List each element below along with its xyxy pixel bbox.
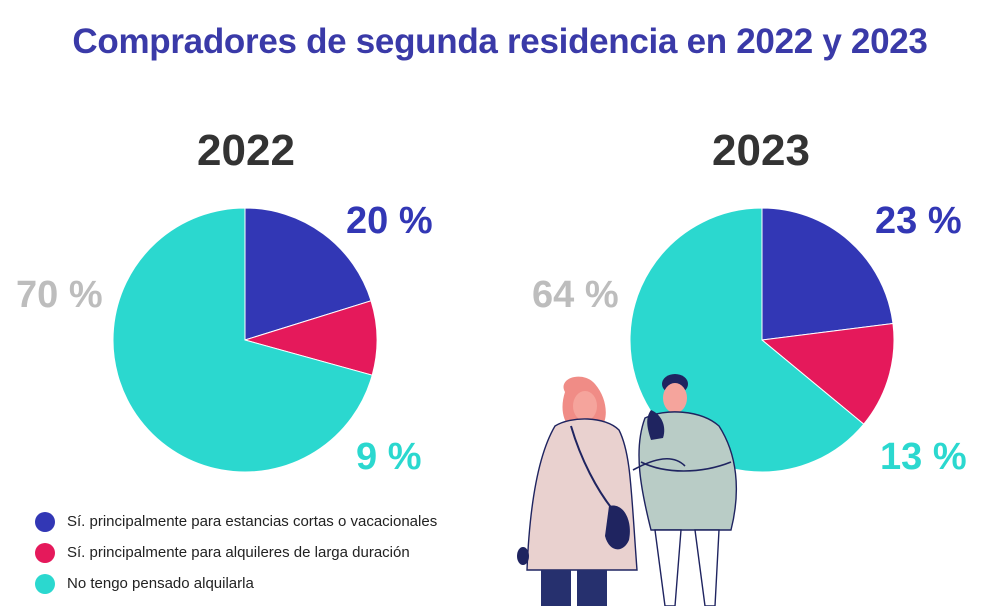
people-illustration bbox=[517, 374, 738, 606]
legend-swatch-long-rental bbox=[35, 542, 55, 563]
pie-slice-2022-no-rent bbox=[112, 207, 373, 473]
legend-swatch-short-stay bbox=[35, 511, 55, 532]
legend-item-long-rental: Sí. principalmente para alquileres de la… bbox=[35, 537, 437, 568]
legend-label-long-rental: Sí. principalmente para alquileres de la… bbox=[67, 544, 410, 561]
legend-label-no-rent: No tengo pensado alquilarla bbox=[67, 575, 254, 592]
pie-chart-2023 bbox=[629, 207, 895, 473]
legend: Sí. principalmente para estancias cortas… bbox=[35, 506, 437, 599]
pct-label-2022-short-stay: 20 % bbox=[346, 200, 433, 242]
legend-swatch-no-rent bbox=[35, 573, 55, 594]
pct-label-2023-short-stay: 23 % bbox=[875, 200, 962, 242]
legend-item-no-rent: No tengo pensado alquilarla bbox=[35, 568, 437, 599]
pie-slice-2023-short-stay bbox=[761, 207, 894, 341]
pie-slice-2023-no-rent bbox=[629, 207, 865, 473]
legend-label-short-stay: Sí. principalmente para estancias cortas… bbox=[67, 513, 438, 530]
pct-label-2023-no-rent: 64 % bbox=[532, 274, 619, 316]
chart-title: Compradores de segunda residencia en 202… bbox=[72, 22, 928, 61]
pie-chart-2022 bbox=[112, 207, 378, 473]
pct-label-2023-long-rental: 13 % bbox=[880, 436, 967, 478]
legend-item-short-stay: Sí. principalmente para estancias cortas… bbox=[35, 506, 437, 537]
pie-slice-2022-short-stay bbox=[244, 207, 372, 341]
year-label-2022: 2022 bbox=[197, 126, 295, 175]
year-label-2023: 2023 bbox=[712, 126, 810, 175]
pie-slice-2023-long-rental bbox=[760, 322, 895, 425]
pct-label-2022-no-rent: 70 % bbox=[16, 274, 103, 316]
pct-label-2022-long-rental: 9 % bbox=[356, 436, 422, 478]
